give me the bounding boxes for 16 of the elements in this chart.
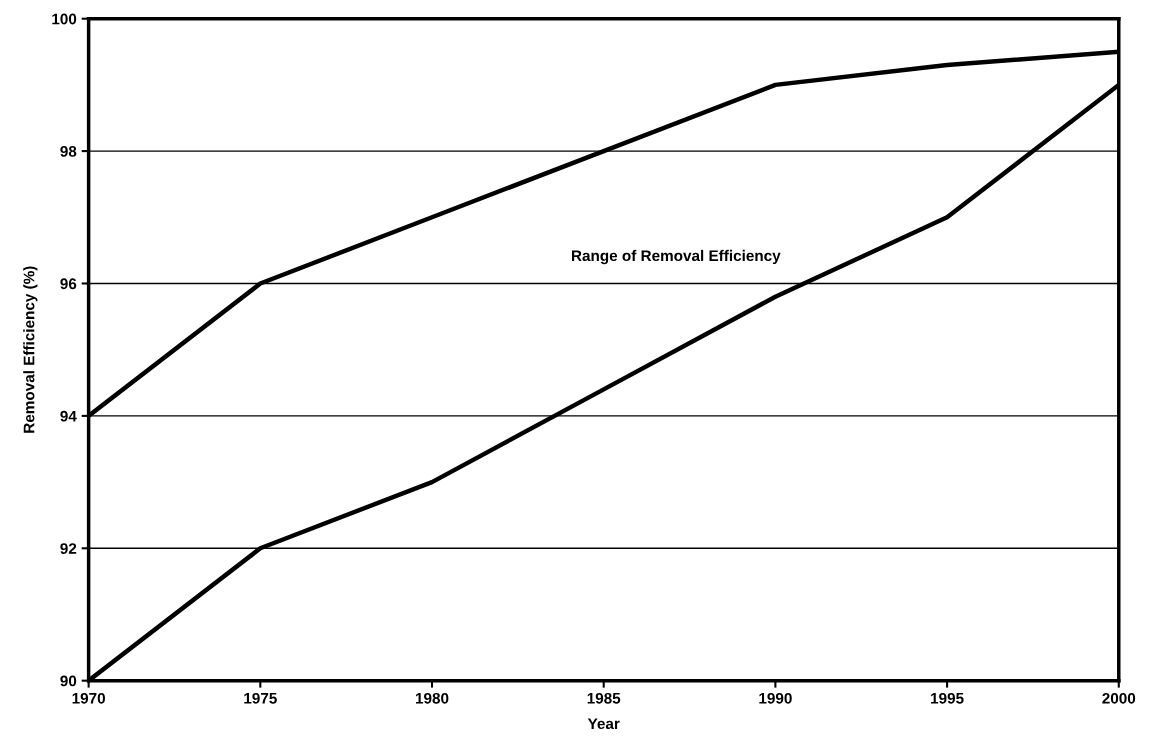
y-tick-label: 96: [60, 278, 77, 290]
annotation: Range of Removal Efficiency: [571, 249, 781, 265]
y-tick-label: 100: [52, 13, 77, 25]
x-tick-label: 1985: [587, 692, 621, 704]
x-tick-label: 1995: [931, 692, 964, 704]
x-tick-label: 2000: [1102, 692, 1136, 704]
y-tick-label: 94: [60, 410, 77, 422]
x-axis-title: Year: [587, 718, 620, 730]
y-tick-label: 92: [60, 543, 77, 554]
y-axis-title: Removal Efficiency (%): [23, 266, 38, 433]
x-tick-label: 1970: [72, 692, 105, 704]
x-tick-label: 1980: [415, 692, 449, 704]
x-tick-label: 1975: [244, 692, 277, 704]
y-tick-label: 98: [60, 145, 77, 157]
x-tick-label: 1990: [759, 692, 792, 704]
y-tick-label: 90: [60, 675, 77, 687]
